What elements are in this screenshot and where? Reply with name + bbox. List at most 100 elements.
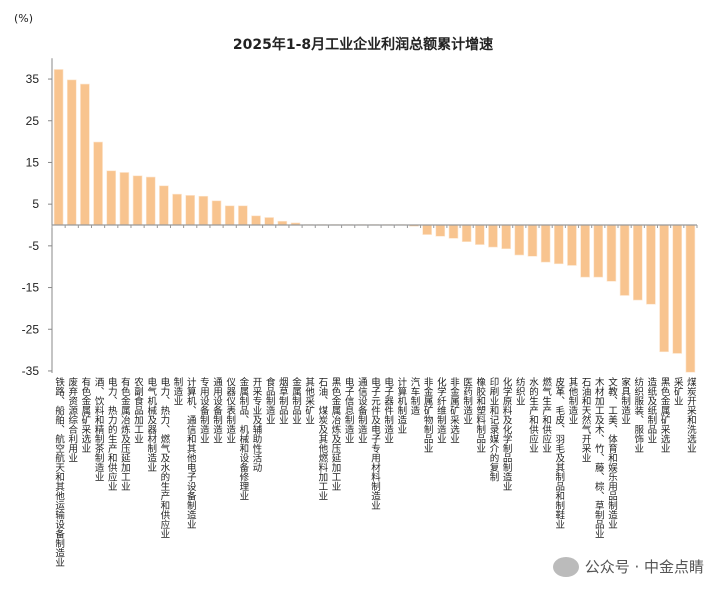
bar bbox=[593, 224, 604, 278]
x-tick-label: 电力、热力、燃气及水的生产和供应业 bbox=[158, 377, 170, 539]
bar bbox=[632, 224, 643, 301]
bar bbox=[646, 224, 656, 305]
x-tick-label: 水的生产和供应业 bbox=[526, 377, 538, 453]
y-tick-label: 25 bbox=[26, 114, 40, 128]
x-tick-label: 电子信息制造业 bbox=[342, 377, 354, 444]
x-tick-label: 电气机械及器材制造业 bbox=[145, 377, 157, 472]
x-tick-label: 农副食品加工业 bbox=[132, 377, 144, 444]
bar bbox=[211, 200, 222, 226]
y-tick-label: -35 bbox=[22, 364, 40, 378]
bar bbox=[619, 224, 630, 296]
x-tick-label: 仪器仪表制造业 bbox=[224, 377, 236, 444]
x-tick-label: 石油、煤炭及其他燃料加工业 bbox=[316, 377, 328, 501]
bar bbox=[461, 224, 472, 242]
y-tick-label: 15 bbox=[26, 155, 40, 169]
bar bbox=[475, 224, 485, 245]
x-tick-label: 制造业 bbox=[171, 377, 183, 406]
x-tick-label: 文教、工美、体育和娱乐用品制造业 bbox=[605, 377, 617, 529]
x-tick-label: 家具制造业 bbox=[619, 377, 631, 425]
x-tick-label: 其他采矿业 bbox=[303, 377, 315, 425]
bar bbox=[540, 224, 551, 263]
bar bbox=[66, 79, 77, 226]
x-tick-label: 有色金属矿采选业 bbox=[79, 377, 91, 453]
x-tick-label: 医药制造业 bbox=[461, 377, 473, 425]
x-tick-label: 废弃资源综合利用业 bbox=[66, 377, 78, 463]
x-tick-label: 皮革、毛皮、羽毛及其制品和制鞋业 bbox=[553, 377, 565, 529]
bar bbox=[251, 215, 261, 226]
x-tick-label: 金属制品业 bbox=[290, 377, 302, 425]
watermark: 公众号 · 中金点睛 bbox=[552, 556, 704, 577]
bar bbox=[80, 83, 90, 226]
bar bbox=[672, 224, 683, 354]
x-tick-label: 采矿业 bbox=[671, 377, 683, 406]
x-tick-label: 造纸及纸制品业 bbox=[645, 377, 657, 444]
x-tick-label: 电子器件制造业 bbox=[382, 377, 394, 444]
x-tick-label: 印刷业和记录媒介的复制 bbox=[487, 377, 499, 482]
y-tick-label: -25 bbox=[22, 322, 40, 336]
x-tick-label: 酒、饮料和精制茶制造业 bbox=[92, 377, 104, 482]
x-tick-label: 专用设备制造业 bbox=[197, 377, 209, 444]
x-tick-label: 纺织业 bbox=[513, 377, 525, 406]
wechat-logo-icon bbox=[552, 556, 579, 577]
x-tick-label: 通用设备制造业 bbox=[211, 377, 223, 444]
bar bbox=[501, 224, 511, 250]
x-tick-label: 石油和天然气开采业 bbox=[579, 377, 591, 463]
bar bbox=[93, 141, 103, 226]
bar bbox=[554, 224, 564, 265]
bar bbox=[580, 224, 590, 278]
bar bbox=[185, 195, 195, 226]
x-tick-label: 有色金属冶炼及压延加工业 bbox=[118, 377, 130, 491]
x-tick-label: 煤炭开采和洗选业 bbox=[684, 377, 696, 453]
bar bbox=[659, 224, 669, 353]
x-tick-label: 纺织服装、服饰业 bbox=[632, 377, 644, 453]
bar bbox=[606, 224, 617, 282]
bar bbox=[488, 224, 498, 248]
x-tick-label: 燃气生产和供应业 bbox=[540, 377, 552, 453]
x-tick-label: 电力、热力的生产和供应业 bbox=[105, 377, 117, 491]
y-tick-label: 5 bbox=[32, 197, 39, 211]
x-tick-label: 开采专业及辅助性活动 bbox=[250, 377, 262, 472]
bar bbox=[264, 217, 274, 226]
bar bbox=[422, 224, 432, 235]
x-tick-label: 非金属矿采选业 bbox=[447, 377, 459, 444]
bar bbox=[198, 195, 209, 226]
bar bbox=[132, 175, 143, 226]
watermark-text: 公众号 · 中金点睛 bbox=[584, 558, 704, 576]
x-tick-label: 汽车制造 bbox=[408, 377, 420, 415]
bar bbox=[172, 193, 182, 226]
y-tick-label: -15 bbox=[22, 281, 40, 295]
bar bbox=[145, 176, 156, 226]
bar bbox=[567, 224, 577, 266]
x-tick-label: 烟草制品业 bbox=[276, 377, 288, 425]
bar bbox=[514, 224, 525, 256]
bar bbox=[448, 224, 459, 239]
x-tick-label: 化学原料及化学制品制造业 bbox=[500, 377, 512, 491]
x-tick-label: 黑色金属冶炼及压延加工业 bbox=[329, 377, 341, 491]
bar bbox=[106, 170, 117, 226]
x-tick-label: 电子元件及电子专用材料制造业 bbox=[369, 377, 380, 510]
y-axis-unit: (%) bbox=[14, 12, 34, 25]
bar bbox=[224, 205, 235, 226]
x-tick-label: 黑色金属矿采选业 bbox=[658, 377, 670, 453]
bar bbox=[238, 205, 248, 226]
x-tick-label: 非金属矿物制品业 bbox=[421, 377, 433, 453]
y-tick-label: -5 bbox=[28, 239, 39, 253]
y-tick-label: 35 bbox=[26, 72, 40, 86]
bar bbox=[53, 69, 64, 226]
x-tick-label: 其他制造业 bbox=[566, 377, 578, 425]
x-tick-label: 橡胶和塑料制品业 bbox=[474, 377, 486, 453]
bar bbox=[685, 224, 696, 373]
bar bbox=[527, 224, 538, 257]
chart-title: 2025年1-8月工业企业利润总额累计增速 bbox=[232, 37, 494, 53]
bar bbox=[159, 185, 169, 226]
x-tick-label: 计算机制造业 bbox=[395, 377, 407, 434]
bar bbox=[435, 224, 446, 237]
x-tick-label: 通信设备制造业 bbox=[355, 377, 367, 444]
x-tick-label: 计算机、通信和其他电子设备制造业 bbox=[184, 377, 196, 529]
x-tick-label: 化学纤维制造业 bbox=[434, 377, 446, 444]
x-tick-label: 食品制造业 bbox=[263, 377, 275, 425]
x-tick-label: 金属制品、机械和设备修理业 bbox=[237, 377, 249, 501]
bar bbox=[119, 172, 130, 226]
